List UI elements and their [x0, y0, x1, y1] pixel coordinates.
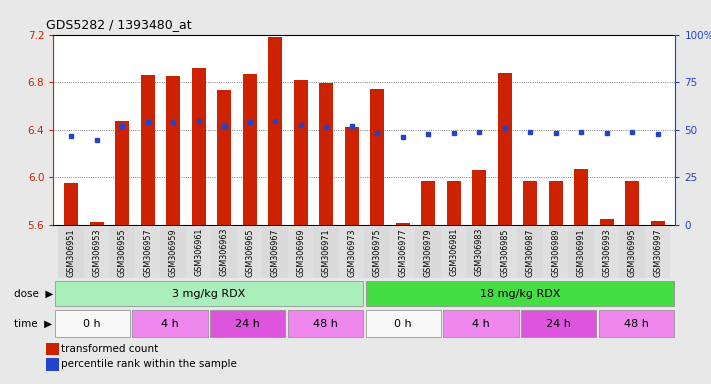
Bar: [211, 227, 237, 278]
Text: 48 h: 48 h: [624, 319, 649, 329]
Bar: [58, 227, 84, 278]
Text: GSM306971: GSM306971: [321, 228, 331, 276]
Bar: [574, 169, 588, 225]
Bar: [46, 343, 59, 355]
Bar: [345, 127, 358, 225]
Bar: [339, 227, 364, 278]
Bar: [262, 227, 288, 278]
Text: GSM306967: GSM306967: [271, 228, 279, 276]
Text: 18 mg/kg RDX: 18 mg/kg RDX: [480, 288, 560, 299]
Text: percentile rank within the sample: percentile rank within the sample: [61, 359, 237, 369]
Bar: [594, 227, 619, 278]
Text: 48 h: 48 h: [313, 319, 338, 329]
Bar: [625, 181, 639, 225]
Text: GSM306953: GSM306953: [92, 228, 101, 276]
Text: GSM306969: GSM306969: [296, 228, 305, 276]
Bar: [651, 221, 665, 225]
Text: GSM306955: GSM306955: [117, 228, 127, 277]
Bar: [466, 227, 492, 278]
Bar: [268, 37, 282, 225]
Bar: [237, 227, 262, 278]
Bar: [543, 227, 568, 278]
Text: transformed count: transformed count: [61, 344, 159, 354]
Text: GSM306977: GSM306977: [398, 228, 407, 277]
Bar: [109, 227, 135, 278]
Bar: [288, 227, 314, 278]
Bar: [166, 76, 180, 225]
Text: GSM306965: GSM306965: [245, 228, 254, 276]
Text: GSM306997: GSM306997: [653, 228, 662, 277]
Bar: [84, 227, 109, 278]
Bar: [141, 75, 155, 225]
Text: GSM306981: GSM306981: [449, 228, 458, 276]
Bar: [217, 90, 231, 225]
Text: GDS5282 / 1393480_at: GDS5282 / 1393480_at: [46, 18, 192, 31]
Text: dose  ▶: dose ▶: [14, 288, 53, 299]
Bar: [415, 227, 441, 278]
Bar: [132, 310, 208, 338]
Bar: [161, 227, 186, 278]
Bar: [314, 227, 339, 278]
Text: 4 h: 4 h: [472, 319, 490, 329]
Text: GSM306989: GSM306989: [551, 228, 560, 276]
Bar: [498, 73, 512, 225]
Bar: [294, 80, 308, 225]
Text: GSM306995: GSM306995: [628, 228, 636, 277]
Text: 0 h: 0 h: [395, 319, 412, 329]
Text: GSM306951: GSM306951: [67, 228, 75, 276]
Text: GSM306957: GSM306957: [143, 228, 152, 277]
Bar: [319, 83, 333, 225]
Text: GSM306975: GSM306975: [373, 228, 382, 277]
Text: GSM306979: GSM306979: [424, 228, 432, 277]
Bar: [288, 310, 363, 338]
Bar: [492, 227, 518, 278]
Bar: [135, 227, 161, 278]
Bar: [364, 227, 390, 278]
Bar: [395, 223, 410, 225]
Bar: [115, 121, 129, 225]
Text: 24 h: 24 h: [235, 319, 260, 329]
Text: GSM306959: GSM306959: [169, 228, 178, 277]
Bar: [242, 74, 257, 225]
Bar: [90, 222, 104, 225]
Text: time  ▶: time ▶: [14, 319, 53, 329]
Text: GSM306987: GSM306987: [525, 228, 535, 276]
Bar: [645, 227, 670, 278]
Text: GSM306973: GSM306973: [347, 228, 356, 276]
Bar: [46, 358, 59, 371]
Bar: [568, 227, 594, 278]
Bar: [441, 227, 466, 278]
Text: 24 h: 24 h: [546, 319, 571, 329]
Bar: [390, 227, 415, 278]
Text: 0 h: 0 h: [83, 319, 101, 329]
Bar: [365, 281, 674, 306]
Text: GSM306991: GSM306991: [577, 228, 586, 276]
Text: GSM306963: GSM306963: [220, 228, 229, 276]
Bar: [599, 219, 614, 225]
Text: 4 h: 4 h: [161, 319, 179, 329]
Bar: [444, 310, 518, 338]
Bar: [521, 310, 597, 338]
Bar: [472, 170, 486, 225]
Text: GSM306983: GSM306983: [475, 228, 483, 276]
Bar: [619, 227, 645, 278]
Bar: [370, 89, 384, 225]
Bar: [523, 181, 537, 225]
Bar: [55, 310, 130, 338]
Bar: [599, 310, 674, 338]
Bar: [55, 281, 363, 306]
Bar: [210, 310, 285, 338]
Bar: [64, 183, 78, 225]
Bar: [192, 68, 205, 225]
Text: GSM306985: GSM306985: [500, 228, 509, 276]
Bar: [549, 181, 562, 225]
Bar: [447, 181, 461, 225]
Bar: [365, 310, 441, 338]
Bar: [186, 227, 211, 278]
Bar: [421, 181, 435, 225]
Text: GSM306993: GSM306993: [602, 228, 611, 276]
Text: 3 mg/kg RDX: 3 mg/kg RDX: [172, 288, 245, 299]
Bar: [518, 227, 543, 278]
Text: GSM306961: GSM306961: [194, 228, 203, 276]
